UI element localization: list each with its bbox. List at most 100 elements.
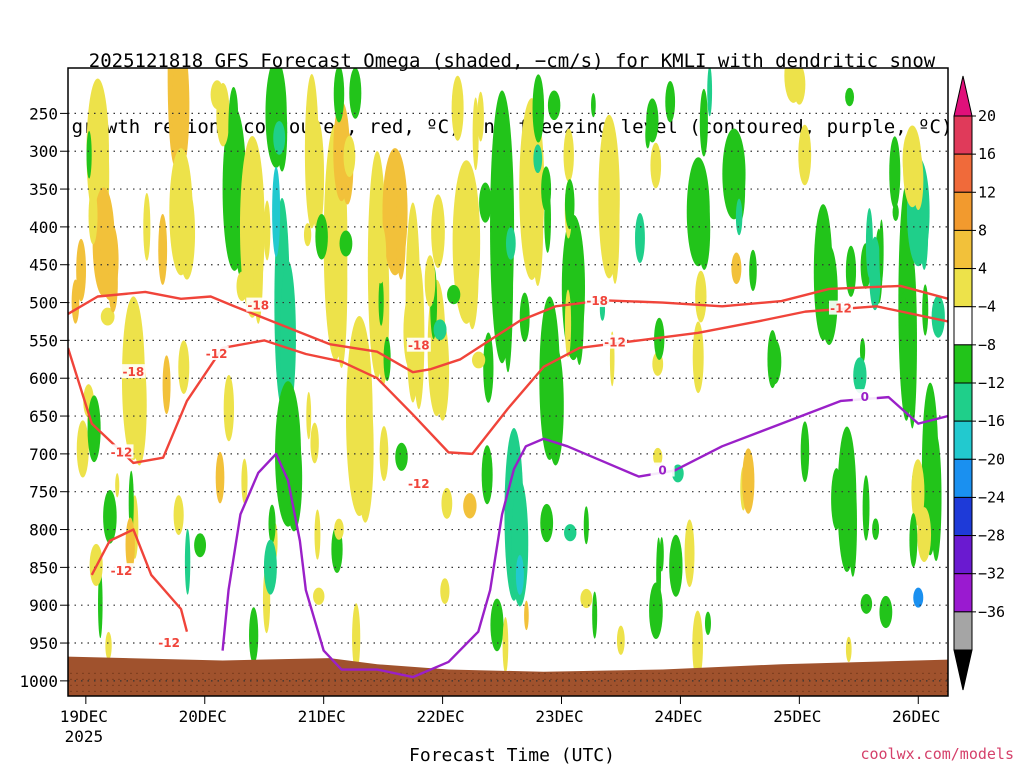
ground-dot (586, 684, 588, 686)
ground-dot (802, 672, 804, 674)
ground-dot (712, 678, 714, 680)
ground-dot (226, 672, 228, 674)
contour-label--12C: -12 (206, 347, 228, 361)
ground-dot (460, 678, 462, 680)
omega-blob (820, 244, 838, 345)
x-tick-label-22DEC: 22DEC (417, 707, 465, 726)
x-tick-label-24DEC: 24DEC (654, 707, 702, 726)
contour-line--12C (68, 305, 948, 465)
ground-dot (250, 678, 252, 680)
ground-dot (928, 684, 930, 686)
ground-dot (184, 684, 186, 686)
ground-dot (280, 690, 282, 692)
contour-label-bg (109, 444, 134, 459)
contour-label--18C: -18 (247, 299, 269, 313)
contour-label--12C-low: -12 (158, 636, 180, 650)
ground-dot (850, 672, 852, 674)
omega-blob (403, 294, 417, 369)
omega-blob (695, 270, 707, 323)
colorbar-bin-11 (953, 535, 973, 575)
omega-blob (173, 495, 184, 536)
ground-dot (244, 672, 246, 674)
y-tick-label-1000: 1000 (19, 672, 58, 691)
omega-blob (178, 340, 190, 394)
x-axis-label: Forecast Time (UTC) (409, 745, 615, 766)
contour-label--12C: -12 (604, 336, 626, 350)
omega-blob (352, 603, 361, 672)
ground-dot (346, 684, 348, 686)
ground-dot (352, 684, 354, 686)
ground-dot (718, 684, 720, 686)
ground-dot (634, 678, 636, 680)
ground-dot (334, 690, 336, 692)
ground-dot (472, 684, 474, 686)
omega-blob (98, 569, 103, 639)
omega-blob (223, 374, 235, 442)
ground-dot (892, 690, 894, 692)
ground-dot (292, 672, 294, 674)
ground-dot (598, 690, 600, 692)
ground-dot (784, 690, 786, 692)
omega-blob (310, 422, 319, 464)
ground-dot (862, 678, 864, 680)
ground-dot (424, 684, 426, 686)
omega-blob (216, 82, 230, 147)
ground-dot (88, 690, 90, 692)
ground-dot (136, 684, 138, 686)
ground-dot (778, 678, 780, 680)
contour-label-bg (246, 297, 271, 312)
omega-blob (925, 419, 931, 476)
ground-dot (298, 678, 300, 680)
ground-dot (658, 672, 660, 674)
y-tick-label-350: 350 (29, 180, 58, 199)
ground-dot (724, 684, 726, 686)
ground-dot (430, 690, 432, 692)
ground-dot (562, 684, 564, 686)
ground-dot (310, 678, 312, 680)
ground-dot (244, 678, 246, 680)
ground-dot (280, 678, 282, 680)
omega-blob (311, 120, 325, 234)
ground-dot (598, 672, 600, 674)
ground-dot (520, 690, 522, 692)
omega-blob (699, 88, 708, 157)
ground-dot (148, 684, 150, 686)
ground-dot (646, 690, 648, 692)
colorbar-label-11: −28 (978, 527, 1005, 545)
omega-blob (162, 355, 171, 415)
ground-dot (868, 672, 870, 674)
ground-dot (688, 690, 690, 692)
ground-dot (820, 690, 822, 692)
colorbar-bin-2 (953, 191, 973, 231)
omega-blob (845, 245, 857, 297)
ground-dot (436, 684, 438, 686)
omega-blob (105, 631, 112, 660)
omega-blob (848, 470, 857, 577)
ground-dot (868, 684, 870, 686)
ground-dot (310, 684, 312, 686)
ground-dot (724, 672, 726, 674)
omega-blob (424, 255, 436, 307)
ground-dot (466, 684, 468, 686)
ground-dot (562, 678, 564, 680)
omega-blob (767, 339, 782, 385)
ground-dot (832, 678, 834, 680)
ground-dot (532, 690, 534, 692)
ground-dot (850, 678, 852, 680)
ground-dot (232, 690, 234, 692)
ground-dot (148, 678, 150, 680)
ground-dot (910, 678, 912, 680)
omega-blob (86, 130, 92, 179)
ground-dot (550, 690, 552, 692)
omega-blob (793, 68, 806, 105)
ground-dot (682, 690, 684, 692)
omega-blob (684, 519, 695, 588)
ground-dot (310, 672, 312, 674)
omega-blob (913, 587, 924, 608)
ground-dot (934, 672, 936, 674)
ground-dot (838, 690, 840, 692)
ground-dot (256, 690, 258, 692)
ground-dot (448, 672, 450, 674)
omega-blob (749, 249, 757, 292)
omega-blob (563, 128, 574, 182)
